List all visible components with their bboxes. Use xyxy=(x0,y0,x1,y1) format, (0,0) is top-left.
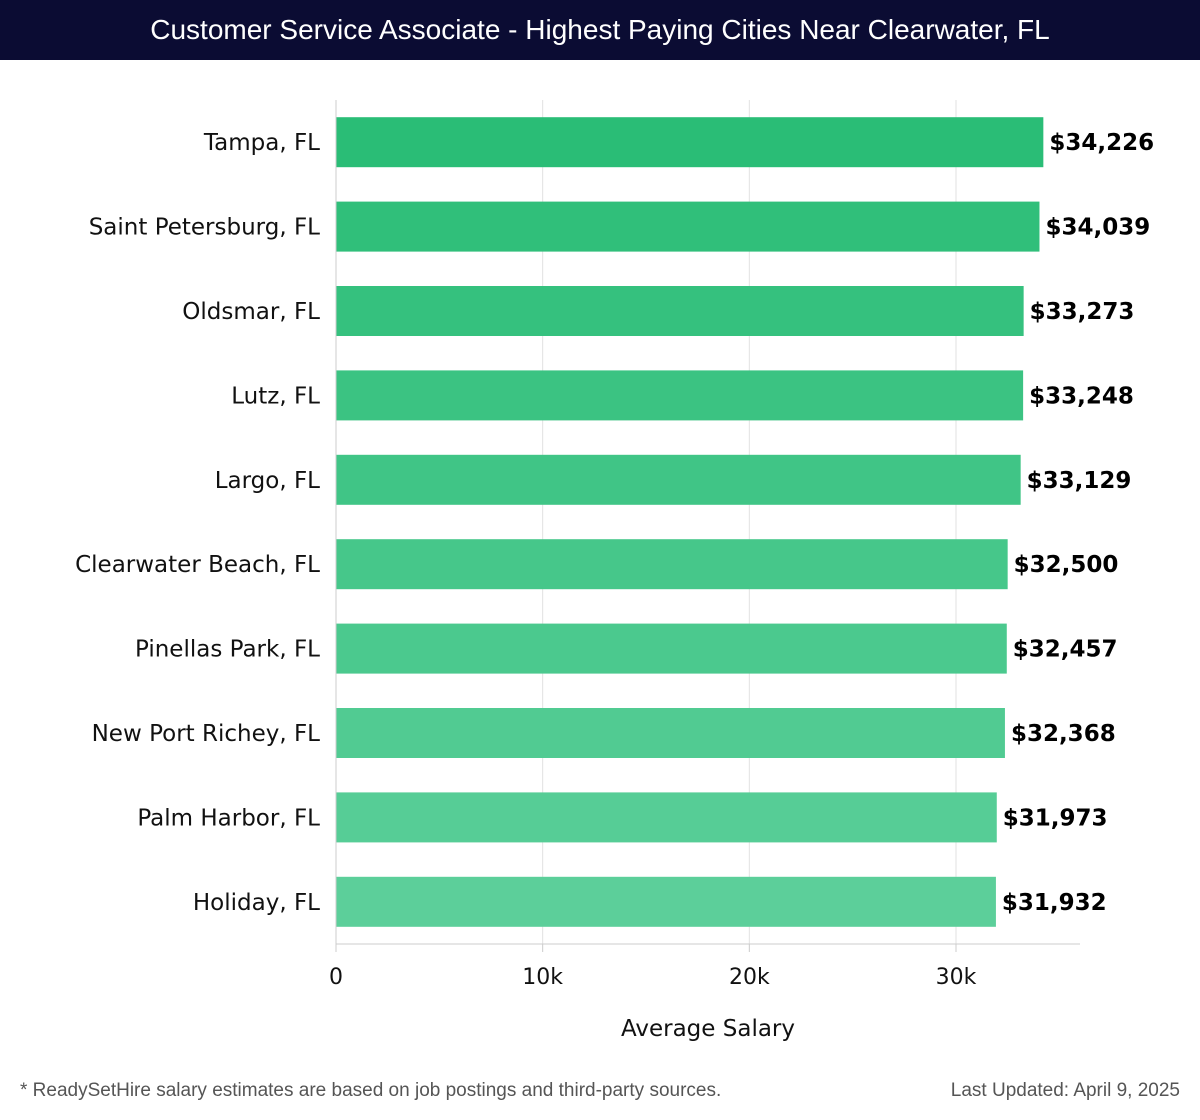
category-label: Tampa, FL xyxy=(203,130,320,156)
category-label: Clearwater Beach, FL xyxy=(75,552,320,578)
bar xyxy=(336,370,1024,421)
bar xyxy=(336,708,1005,758)
x-tick-label: 20k xyxy=(729,965,770,990)
value-label: $33,248 xyxy=(1029,383,1134,409)
chart-title-bar: Customer Service Associate - Highest Pay… xyxy=(0,0,1200,60)
last-updated: Last Updated: April 9, 2025 xyxy=(950,1080,1180,1101)
category-label: Pinellas Park, FL xyxy=(135,637,320,663)
bar xyxy=(336,876,996,927)
value-label: $31,973 xyxy=(1003,805,1108,831)
footer-note: * ReadySetHire salary estimates are base… xyxy=(20,1080,722,1101)
x-axis-title: Average Salary xyxy=(621,1016,795,1042)
value-label: $33,273 xyxy=(1030,299,1135,325)
bar xyxy=(336,117,1044,168)
chart-title: Customer Service Associate - Highest Pay… xyxy=(150,14,1050,45)
bar xyxy=(336,201,1040,252)
value-label: $31,932 xyxy=(1002,890,1107,916)
category-label: Lutz, FL xyxy=(231,383,320,409)
x-tick-label: 30k xyxy=(936,965,977,990)
bar xyxy=(336,454,1021,505)
bar xyxy=(336,623,1007,674)
value-label: $32,368 xyxy=(1011,721,1116,747)
category-label: Saint Petersburg, FL xyxy=(89,215,320,241)
value-label: $32,500 xyxy=(1014,552,1119,578)
value-label: $32,457 xyxy=(1013,637,1118,663)
bar xyxy=(336,286,1024,336)
value-label: $34,039 xyxy=(1045,215,1150,241)
category-label: Largo, FL xyxy=(215,468,320,494)
value-label: $34,226 xyxy=(1049,130,1154,156)
category-label: Holiday, FL xyxy=(193,890,320,916)
category-label: New Port Richey, FL xyxy=(92,721,321,747)
category-label: Palm Harbor, FL xyxy=(137,805,320,831)
bar xyxy=(336,539,1008,590)
x-tick-label: 0 xyxy=(329,965,343,990)
bar xyxy=(336,792,997,843)
x-tick-label: 10k xyxy=(522,965,563,990)
value-label: $33,129 xyxy=(1027,468,1132,494)
category-label: Oldsmar, FL xyxy=(182,299,320,325)
bar-chart: Tampa, FL $34,226 Saint Petersburg, FL $34,… xyxy=(75,100,1154,1042)
